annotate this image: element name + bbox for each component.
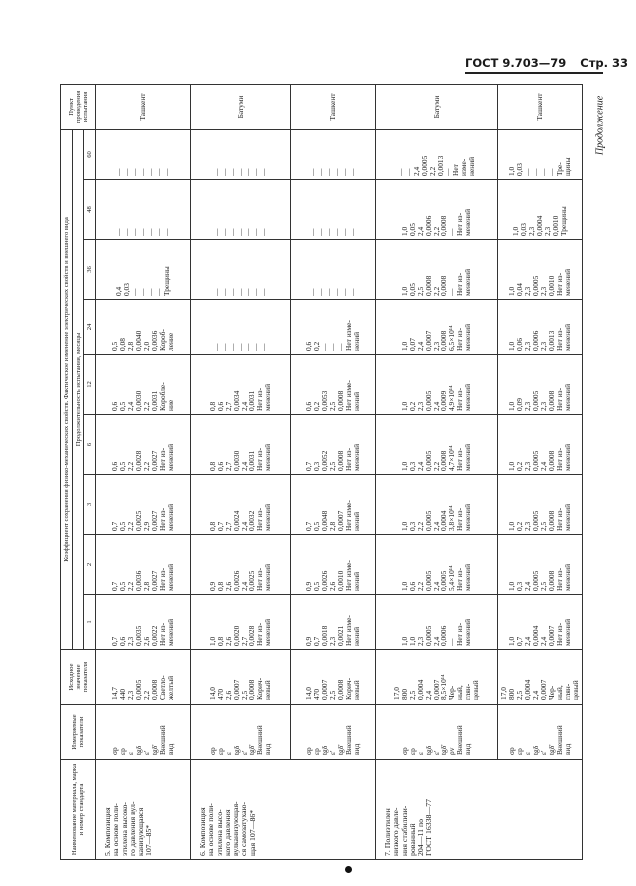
- month-values: 1,0 0,03 2,3 0,0004 2,3 0,0010 Трещины: [497, 179, 583, 240]
- table-body: 5. Композиция на основе поли- этилена вы…: [95, 84, 583, 860]
- page-header: ГОСТ 9.703—79 Стр. 33: [465, 56, 628, 74]
- initial-values: 17,0 800 2,5 0,0004 2,4 0,0007 Чер- ный,…: [497, 649, 583, 705]
- month-values: 0,6 0,5 2,4 0,0030 2,2 0,0031 Коробле- н…: [95, 354, 191, 415]
- material-name: 6. Композиция на основе поли- этилена вы…: [190, 759, 376, 860]
- month-values: 1,0 0,3 2,2 0,0005 2,4 0,0004 3,8×10¹⁴ Н…: [375, 474, 498, 535]
- month-values: — — — — — — —: [190, 129, 291, 180]
- print-mark-dot: [345, 866, 352, 873]
- measured-params: σр εр ε tgδ ε' tgδ' Внешний вид: [95, 704, 191, 760]
- month-values: 1,0 0,05 2,4 0,0006 2,2 0,0008 — Нет из-…: [375, 179, 498, 240]
- table-row: 7. Полиэтилен низкого давле- ния стабили…: [375, 84, 583, 860]
- month-values: 0,8 0,7 2,7 0,0024 2,4 0,0032 Нет из- ме…: [190, 474, 291, 535]
- month-values: 0,7 0,6 2,3 0,0035 2,6 0,0022 Нет из- ме…: [95, 594, 191, 650]
- month-values: 0,5 0,08 2,8 0,0040 2,0 0,0036 Короб- ле…: [95, 299, 191, 355]
- month-values: 1,0 0,09 2,3 0,0005 2,3 0,0008 Нет из- м…: [497, 354, 583, 415]
- header-month: 1: [83, 594, 96, 650]
- test-site: Ташкент: [290, 84, 376, 130]
- header-month: 6: [83, 414, 96, 475]
- test-site: Батуми: [190, 84, 291, 130]
- page-number: Стр. 33: [580, 56, 629, 70]
- measured-params: σр εр tgδ ε' tgδ' Внешний вид: [290, 704, 376, 760]
- test-site: Батуми: [375, 84, 498, 130]
- month-values: 0,7 0,5 2,2 0,0025 2,9 0,0027 Нет из- ме…: [95, 474, 191, 535]
- month-values: — — — — — —: [290, 179, 376, 240]
- month-values: 0,6 0,5 2,2 0,0028 2,2 0,0027 Нет из- ме…: [95, 414, 191, 475]
- month-values: 1,0 0,06 2,3 0,0006 2,3 0,0013 Нет из- м…: [497, 299, 583, 355]
- header-month: 3: [83, 474, 96, 535]
- month-values: 1,0 0,6 2,2 0,0005 2,4 0,0005 5,4×10¹⁴ Н…: [375, 534, 498, 595]
- test-site: Ташкент: [95, 84, 191, 130]
- month-values: — — 2,4 0,0005 2,2 0,0013 — Нет изме- не…: [375, 129, 498, 180]
- results-table-rotated: Наименование материала, марка и номер ст…: [60, 84, 583, 860]
- month-values: — — — — — — —: [95, 129, 191, 180]
- month-values: 0,7 0,5 2,2 0,0036 2,8 0,0027 Нет из- ме…: [95, 534, 191, 595]
- header-initial: Исходное значение показателя: [60, 649, 96, 705]
- initial-values: 17,0 800 2,5 0,0004 2,4 0,0007 8,5×10¹⁴ …: [375, 649, 498, 705]
- month-values: 0,9 0,5 0,0026 2,6 0,0010 Нет изме- нени…: [290, 534, 376, 595]
- header-month: 2: [83, 534, 96, 595]
- month-values: — — — — — — —: [95, 179, 191, 240]
- results-table: Наименование материала, марка и номер ст…: [60, 84, 583, 860]
- month-values: 0,9 0,8 2,6 0,0026 2,4 0,0025 Нет из- ме…: [190, 534, 291, 595]
- measured-params: σр εр ε tgδ ε' tgδ' Внешний вид: [190, 704, 291, 760]
- month-values: 1,0 0,3 2,4 0,0005 2,2 0,0008 4,7×10¹⁴ Н…: [375, 414, 498, 475]
- month-values: 1,0 0,2 2,3 0,0005 2,5 0,0008 Нет из- ме…: [497, 474, 583, 535]
- month-values: 1,0 1,0 2,3 0,0005 2,4 0,0006 — Нет из- …: [375, 594, 498, 650]
- table-row: 5. Композиция на основе поли- этилена вы…: [95, 84, 191, 860]
- header-params: Измеряемые показатели: [60, 704, 96, 760]
- month-values: 1,0 0,2 2,3 0,0005 2,4 0,0009 4,9×10¹⁴ Н…: [375, 354, 498, 415]
- table-row: σр εр tgδ ε' tgδ' Внешний вид 14,0 470 0,…: [290, 84, 376, 859]
- month-values: 0,6 0,2 0,0053 2,5 0,0008 Нет изме- нени…: [290, 354, 376, 415]
- measured-params: σр εр ε tgδ ε' tgδ' ρv Внешний вид: [375, 704, 498, 760]
- month-values: 0,7 0,5 0,0048 2,8 0,0007 Нет изме- нени…: [290, 474, 376, 535]
- month-values: 1,0 0,2 2,3 0,0005 2,4 0,0008 Нет из- ме…: [497, 414, 583, 475]
- month-values: — — — — — —: [290, 129, 376, 180]
- month-values: — — — — — — —: [190, 299, 291, 355]
- material-name: 7. Полиэтилен низкого давле- ния стабили…: [375, 759, 583, 860]
- initial-values: 14,0 470 2,6 0,0007 2,5 0,0008 Корич- не…: [190, 649, 291, 705]
- month-values: 0,6 0,2 — — — Нет изме- нений: [290, 299, 376, 355]
- month-values: 1,0 0,04 2,3 0,0005 2,3 0,0010 Нет из- м…: [497, 239, 583, 300]
- month-values: 1,0 0,8 2,6 0,0020 2,7 0,0028 Нет из- ме…: [190, 594, 291, 650]
- header-month: 48: [83, 179, 96, 240]
- header-group: Коэффициент сохранения физико-механическ…: [60, 129, 73, 650]
- measured-params: σр εр ε tgδ ε' tgδ' Внешний вид: [497, 704, 583, 760]
- test-site: Ташкент: [497, 84, 583, 130]
- month-values: 1,0 0,05 2,5 0,0008 2,2 0,0008 — Нет из-…: [375, 239, 498, 300]
- table-row: 6. Композиция на основе поли- этилена вы…: [190, 84, 376, 860]
- month-values: 1,0 0,03 — — — — Тре- щины: [497, 129, 583, 180]
- month-values: 1,0 0,7 2,4 0,0004 2,4 0,0007 Нет из- ме…: [497, 594, 583, 650]
- month-values: 0,4 0,03 — — — — Трещины: [95, 239, 191, 300]
- month-values: 1,0 0,07 2,4 0,0007 2,3 0,0008 6,5×10¹⁴ …: [375, 299, 498, 355]
- standard-number: ГОСТ 9.703—79: [465, 56, 567, 70]
- material-name: 5. Композиция на основе поли- этилена вы…: [95, 759, 191, 860]
- header-name: Наименование материала, марка и номер ст…: [60, 759, 96, 860]
- month-values: — — — — — — —: [190, 239, 291, 300]
- header-month: 60: [83, 129, 96, 180]
- month-values: 1,0 0,3 2,4 0,0005 2,5 0,0008 Нет из- ме…: [497, 534, 583, 595]
- month-values: 0,8 0,6 2,7 0,0034 2,4 0,0031 Нет из- ме…: [190, 354, 291, 415]
- month-values: 0,7 0,3 0,0052 2,5 0,0008 Нет из- менени…: [290, 414, 376, 475]
- header-place: Пункт проведения испытания: [60, 84, 96, 130]
- header-month: 36: [83, 239, 96, 300]
- header-month: 12: [83, 354, 96, 415]
- header-month: 24: [83, 299, 96, 355]
- month-values: — — — — — — —: [190, 179, 291, 240]
- continuation-label: Продолжение: [594, 95, 606, 156]
- month-values: 0,8 0,6 2,7 0,0030 2,4 0,0031 Нет из- ме…: [190, 414, 291, 475]
- initial-values: 14,0 470 0,0007 2,5 0,0008 Корич- невый: [290, 649, 376, 705]
- table-row: σр εр ε tgδ ε' tgδ' Внешний вид 17,0 800 …: [497, 84, 583, 859]
- month-values: — — — — — —: [290, 239, 376, 300]
- month-values: 0,9 0,7 0,0018 2,3 0,0021 Нет изме- нени…: [290, 594, 376, 650]
- header-duration: Продолжительность испытания, месяцы: [72, 129, 84, 650]
- initial-values: 14,7 440 2,3 0,0005 2,2 0,0008 Светло- ж…: [95, 649, 191, 705]
